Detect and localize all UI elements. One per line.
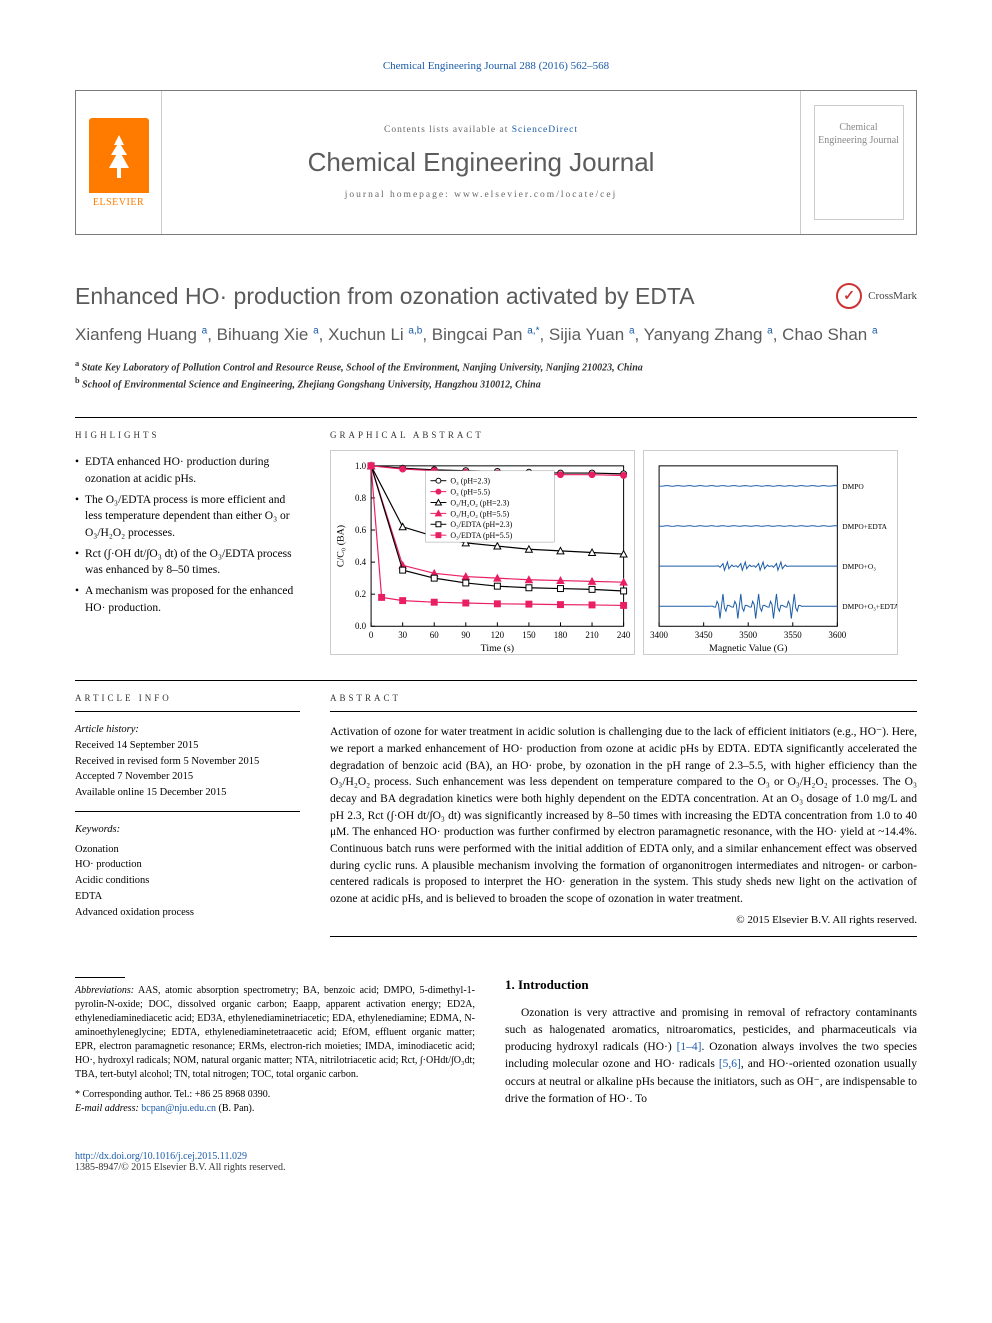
article-info: Article history: Received 14 September 2… — [75, 722, 300, 920]
svg-text:C/C₀ (BA): C/C₀ (BA) — [335, 525, 346, 567]
intro-text: Ozonation is very attractive and promisi… — [505, 1005, 917, 1109]
article-title: Enhanced HO· production from ozonation a… — [75, 283, 836, 310]
decay-chart: 0.0 0.2 0.4 0.6 0.8 1.0 0 30 60 90 120 150 180 210 240… — [330, 450, 635, 655]
svg-text:30: 30 — [398, 630, 407, 640]
journal-cover: Chemical Engineering Journal — [801, 91, 916, 234]
graphical-abstract-label: GRAPHICAL ABSTRACT — [330, 430, 917, 440]
email-link[interactable]: bcpan@nju.edu.cn — [141, 1103, 216, 1114]
highlight-item: A mechanism was proposed for the enhance… — [75, 583, 300, 616]
abstract-label: ABSTRACT — [330, 693, 917, 703]
copyright: © 2015 Elsevier B.V. All rights reserved… — [330, 914, 917, 926]
svg-text:210: 210 — [585, 630, 599, 640]
svg-text:O₃/H₂O₂ (pH=2.3): O₃/H₂O₂ (pH=2.3) — [450, 499, 509, 508]
svg-text:120: 120 — [491, 630, 505, 640]
svg-text:3600: 3600 — [828, 630, 846, 640]
journal-homepage: journal homepage: www.elsevier.com/locat… — [345, 190, 617, 200]
svg-text:Magnetic Value (G): Magnetic Value (G) — [709, 643, 787, 654]
contents-available: Contents lists available at ScienceDirec… — [384, 125, 578, 135]
svg-text:150: 150 — [522, 630, 536, 640]
journal-header: ELSEVIER Contents lists available at Sci… — [75, 90, 917, 235]
svg-text:1.0: 1.0 — [355, 461, 367, 471]
svg-text:60: 60 — [430, 630, 439, 640]
svg-text:90: 90 — [461, 630, 470, 640]
svg-text:Time (s): Time (s) — [481, 643, 514, 654]
journal-name: Chemical Engineering Journal — [308, 147, 655, 178]
citation-ref: Chemical Engineering Journal 288 (2016) … — [75, 60, 917, 72]
footer: http://dx.doi.org/10.1016/j.cej.2015.11.… — [75, 1151, 917, 1173]
svg-text:DMPO+O₃: DMPO+O₃ — [842, 562, 876, 571]
svg-text:180: 180 — [554, 630, 568, 640]
svg-text:O₃ (pH=5.5): O₃ (pH=5.5) — [450, 488, 490, 497]
svg-text:DMPO: DMPO — [842, 482, 864, 491]
svg-text:240: 240 — [617, 630, 631, 640]
svg-text:O₃/H₂O₂ (pH=5.5): O₃/H₂O₂ (pH=5.5) — [450, 510, 509, 519]
elsevier-label: ELSEVIER — [93, 197, 144, 208]
highlights-list: EDTA enhanced HO· production during ozon… — [75, 454, 300, 616]
svg-text:3400: 3400 — [650, 630, 668, 640]
svg-text:0.8: 0.8 — [355, 493, 367, 503]
svg-text:O₃/EDTA (pH=5.5): O₃/EDTA (pH=5.5) — [450, 531, 512, 540]
abbreviations-footnote: Abbreviations: AAS, atomic absorption sp… — [75, 977, 475, 1116]
crossmark-badge[interactable]: ✓ CrossMark — [836, 283, 917, 309]
sciencedirect-link[interactable]: ScienceDirect — [512, 125, 578, 135]
crossmark-icon: ✓ — [836, 283, 862, 309]
svg-text:0.0: 0.0 — [355, 621, 367, 631]
svg-text:O₃/EDTA (pH=2.3): O₃/EDTA (pH=2.3) — [450, 520, 512, 529]
elsevier-logo: ELSEVIER — [76, 91, 161, 234]
affiliations: a State Key Laboratory of Pollution Cont… — [75, 358, 917, 393]
svg-text:3450: 3450 — [695, 630, 713, 640]
svg-text:DMPO+O₃+EDTA: DMPO+O₃+EDTA — [842, 602, 897, 611]
highlight-item: The O₃/EDTA process is more efficient an… — [75, 492, 300, 542]
svg-text:3500: 3500 — [739, 630, 757, 640]
svg-text:DMPO+EDTA: DMPO+EDTA — [842, 522, 887, 531]
svg-text:0.6: 0.6 — [355, 525, 367, 535]
svg-text:0: 0 — [369, 630, 374, 640]
svg-text:0.4: 0.4 — [355, 557, 367, 567]
epr-chart: 3400 3450 3500 3550 3600 Magnetic Value (G) DM… — [643, 450, 898, 655]
intro-heading: 1. Introduction — [505, 977, 917, 993]
svg-text:O₃ (pH=2.3): O₃ (pH=2.3) — [450, 477, 490, 486]
highlight-item: EDTA enhanced HO· production during ozon… — [75, 454, 300, 487]
abstract-text: Activation of ozone for water treatment … — [330, 724, 917, 907]
svg-text:3550: 3550 — [784, 630, 802, 640]
article-info-label: ARTICLE INFO — [75, 693, 300, 703]
authors-list: Xianfeng Huang a, Bihuang Xie a, Xuchun … — [75, 322, 917, 348]
highlights-label: HIGHLIGHTS — [75, 430, 300, 440]
doi-link[interactable]: http://dx.doi.org/10.1016/j.cej.2015.11.… — [75, 1151, 247, 1162]
svg-text:0.2: 0.2 — [355, 589, 366, 599]
highlight-item: Rct (∫·OH dt/∫O₃ dt) of the O₃/EDTA proc… — [75, 546, 300, 579]
